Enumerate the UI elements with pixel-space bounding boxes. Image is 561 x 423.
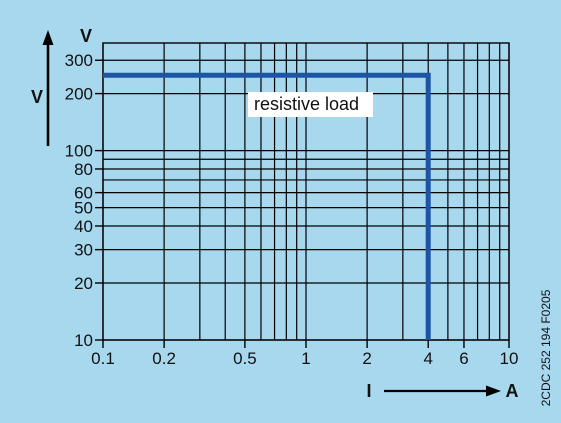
series-label-text: resistive load [254,94,359,114]
y-tick-label: 200 [65,85,93,104]
y-tick-label: 50 [74,199,93,218]
y-axis-label: V [31,87,43,107]
x-axis-arrow-head [486,385,501,397]
x-tick-label: 0.2 [152,349,176,368]
series-line [103,72,431,340]
x-tick-label: 0.5 [233,349,257,368]
x-axis-label: I [366,381,371,401]
y-tick-label: 100 [65,142,93,161]
x-tick-label: 2 [362,349,371,368]
x-axis-arrow [384,385,501,397]
y-axis-unit: V [80,26,92,46]
x-tick-label: 10 [500,349,519,368]
y-axis-arrow [42,30,54,146]
x-axis-unit: A [506,381,519,401]
y-tick-label: 20 [74,274,93,293]
y-tick-label: 40 [74,217,93,236]
x-tick-label: 6 [459,349,468,368]
x-tick-label: 4 [423,349,432,368]
y-axis-arrow-head [42,30,54,45]
y-tick-label: 60 [74,184,93,203]
series [103,72,431,340]
y-tick-label: 30 [74,241,93,260]
y-tick-label: 80 [74,160,93,179]
y-tick-label: 300 [65,51,93,70]
x-tick-label: 0.1 [91,349,115,368]
series-label-box [248,92,373,117]
x-tick-label: 1 [301,349,310,368]
series-label: resistive load [248,92,373,117]
figure-code: 2CDC 252 194 F0205 [539,289,553,406]
grid [102,43,510,341]
y-tick-label: 10 [74,331,93,350]
